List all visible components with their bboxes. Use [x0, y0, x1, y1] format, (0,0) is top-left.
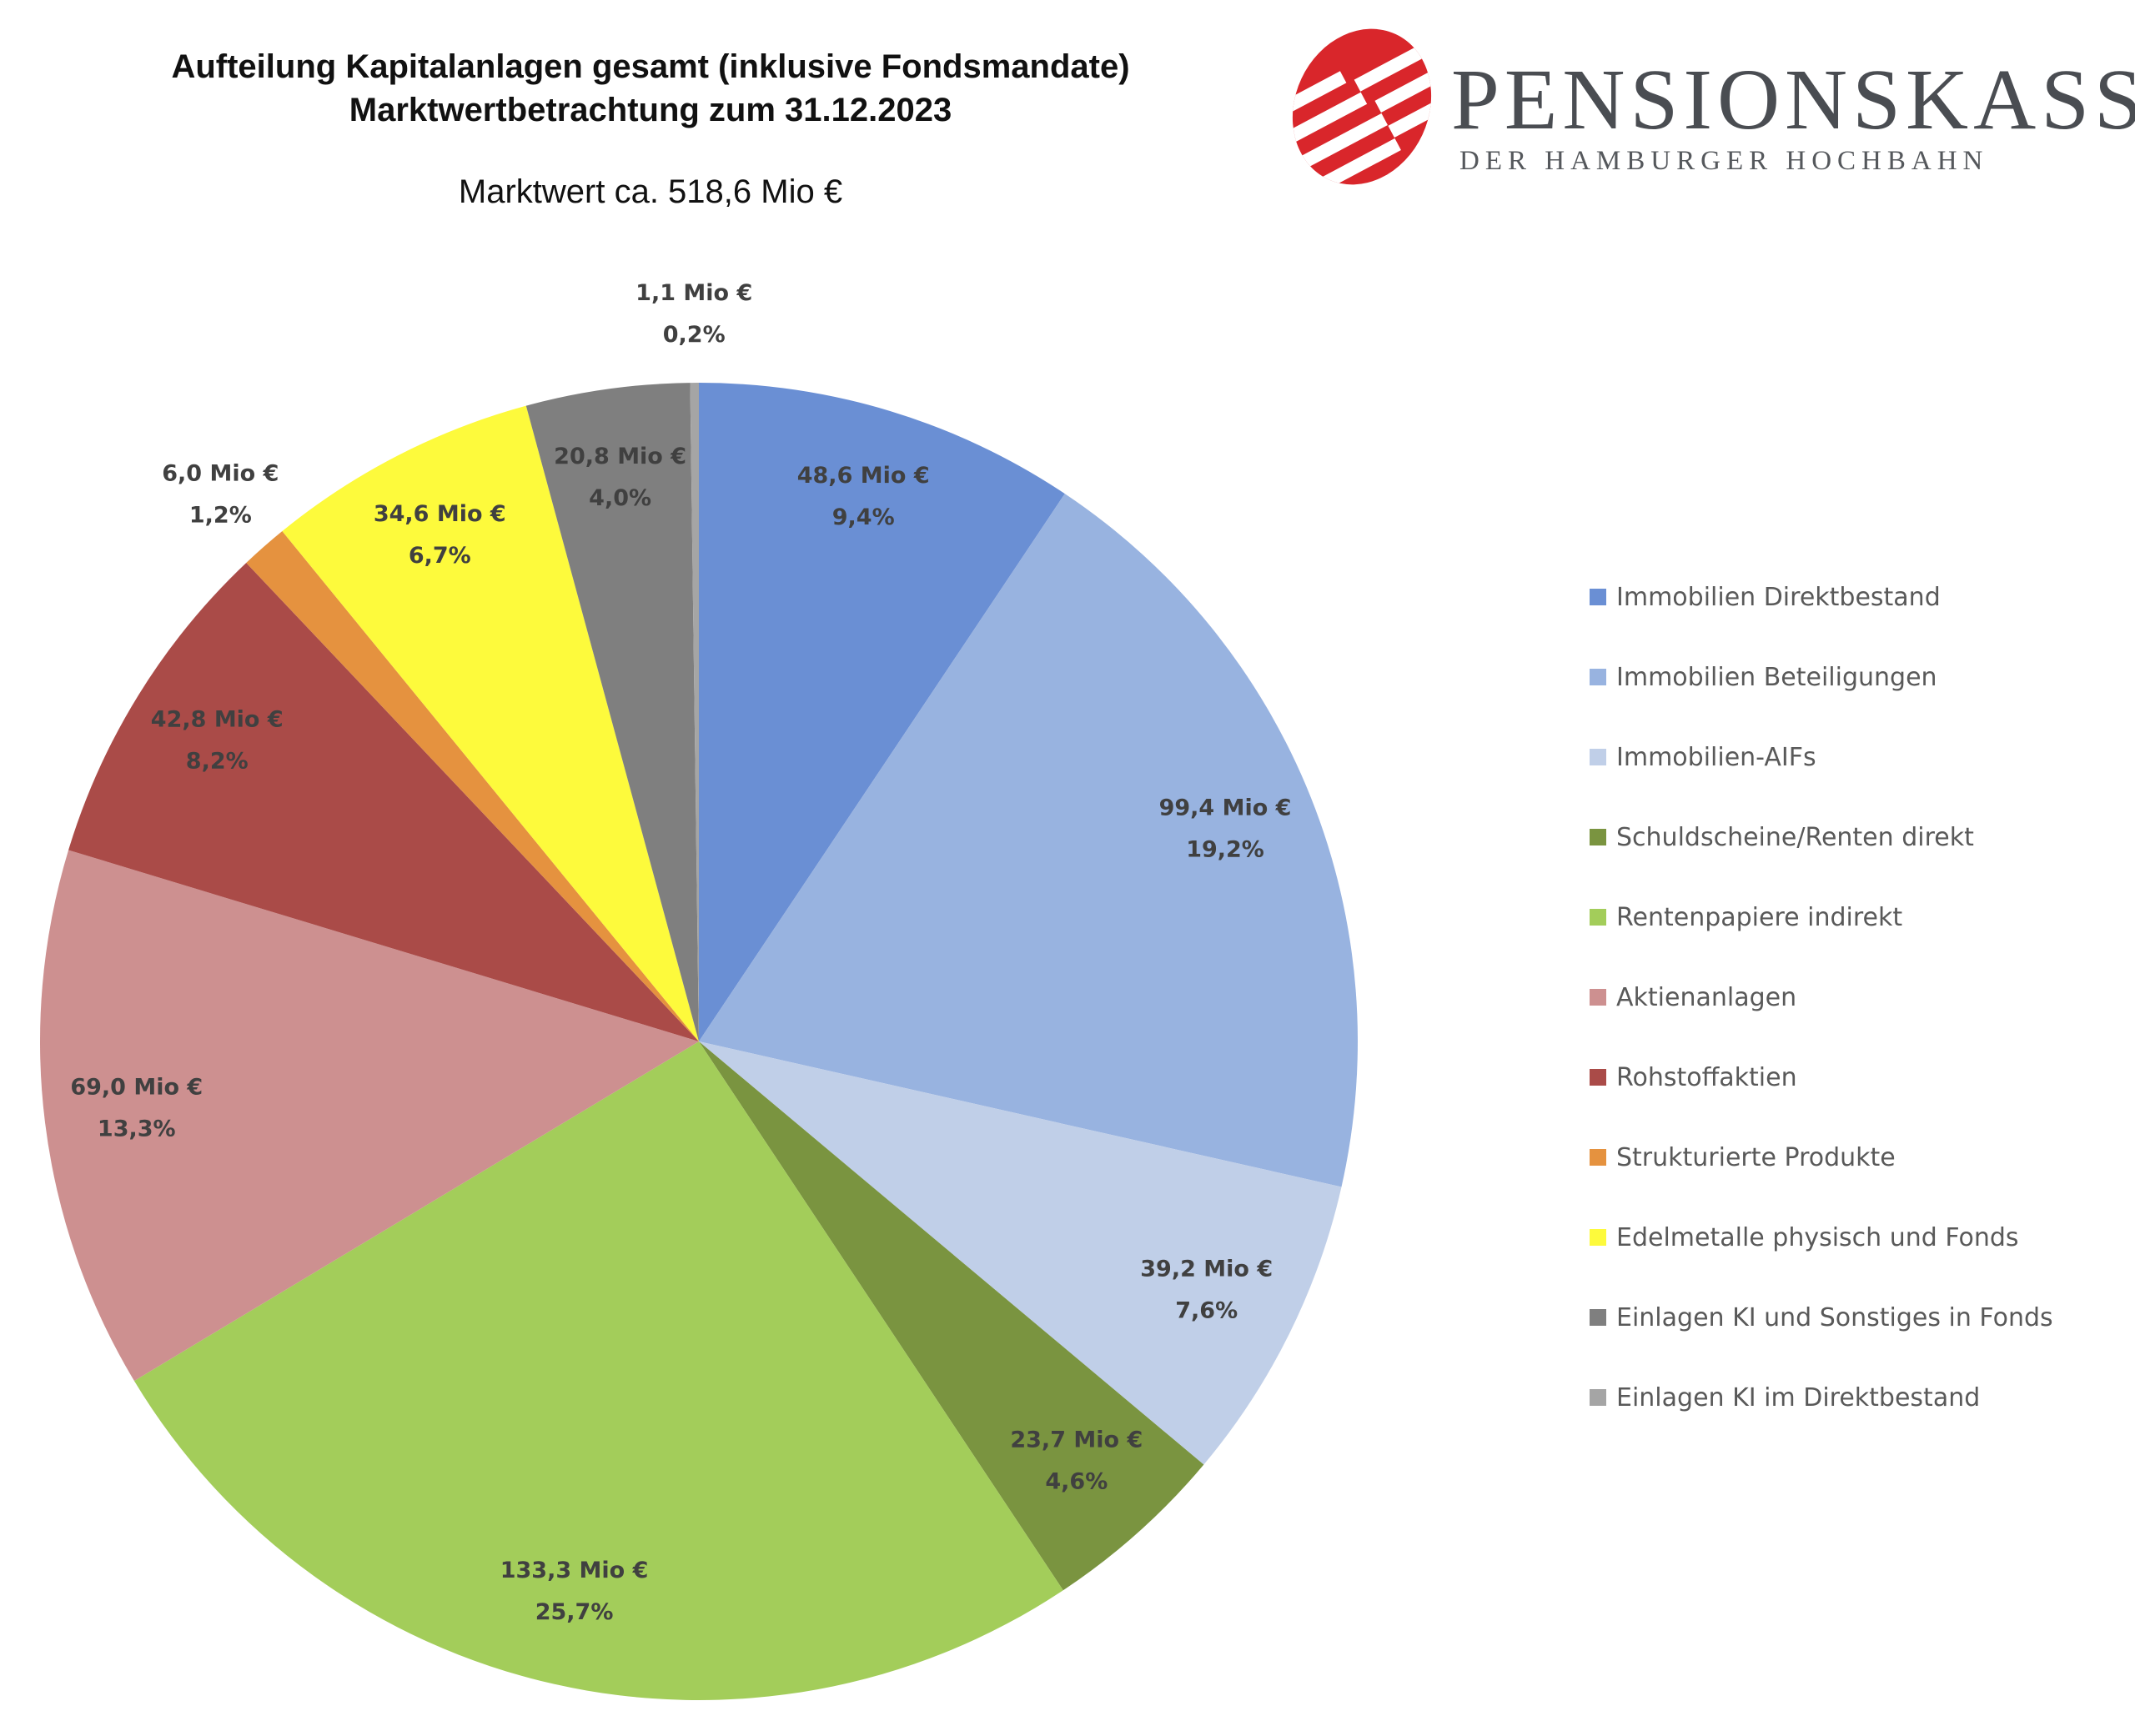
pie-slice [699, 1041, 1204, 1591]
pie-slice [246, 531, 699, 1041]
data-label-percent: 4,0% [589, 485, 651, 511]
pie-slice [133, 1041, 1063, 1700]
pie-slice [68, 562, 699, 1041]
legend-label: Schuldscheine/Renten direkt [1616, 823, 1974, 852]
data-label-percent: 0,2% [663, 322, 726, 348]
data-label-value: 99,4 Mio € [1159, 795, 1292, 820]
legend-label: Einlagen KI im Direktbestand [1616, 1383, 1980, 1412]
market-value-total: Marktwert ca. 518,6 Mio € [458, 173, 843, 210]
logo-emblem-icon [1273, 17, 1457, 200]
pie-slice [699, 383, 1065, 1041]
legend-swatch [1590, 669, 1606, 685]
legend-swatch [1590, 1389, 1606, 1406]
legend-swatch [1590, 989, 1606, 1006]
legend-label: Einlagen KI und Sonstiges in Fonds [1616, 1303, 2053, 1332]
pie-slice [699, 1041, 1342, 1465]
chart-subtitle-date: Marktwertbetrachtung zum 31.12.2023 [349, 92, 952, 128]
legend-label: Strukturierte Produkte [1616, 1143, 1896, 1172]
data-label-value: 48,6 Mio € [797, 463, 930, 489]
legend-swatch [1590, 1149, 1606, 1166]
data-label-percent: 25,7% [535, 1599, 614, 1625]
legend-label: Aktienanlagen [1616, 983, 1796, 1012]
data-label-percent: 9,4% [832, 504, 895, 530]
data-label-percent: 4,6% [1045, 1468, 1108, 1494]
legend-swatch [1590, 1069, 1606, 1086]
data-label-percent: 19,2% [1186, 836, 1264, 862]
data-label-percent: 6,7% [409, 543, 471, 569]
legend-label: Immobilien-AIFs [1616, 743, 1816, 772]
data-label-value: 133,3 Mio € [500, 1558, 649, 1583]
data-label-value: 20,8 Mio € [554, 444, 686, 469]
legend-label: Immobilien Beteiligungen [1616, 663, 1937, 692]
legend-label: Rohstoffaktien [1616, 1063, 1797, 1092]
data-label-value: 69,0 Mio € [70, 1075, 203, 1101]
pie-slice [699, 494, 1359, 1187]
legend-swatch [1590, 1229, 1606, 1246]
data-label-percent: 13,3% [98, 1116, 176, 1142]
pie-slice [282, 405, 699, 1041]
data-label-percent: 7,6% [1175, 1298, 1238, 1324]
legend-label: Immobilien Direktbestand [1616, 583, 1941, 612]
data-label-value: 1,1 Mio € [635, 280, 752, 306]
chart-title: Aufteilung Kapitalanlagen gesamt (inklus… [171, 48, 1130, 85]
data-label-percent: 1,2% [189, 502, 252, 528]
data-label-value: 23,7 Mio € [1010, 1427, 1143, 1453]
data-label-value: 6,0 Mio € [162, 460, 279, 486]
legend-swatch [1590, 749, 1606, 765]
pie-slice [690, 383, 699, 1041]
legend-label: Rentenpapiere indirekt [1616, 903, 1902, 932]
data-label-value: 34,6 Mio € [374, 501, 506, 527]
legend-swatch [1590, 909, 1606, 926]
legend-label: Edelmetalle physisch und Fonds [1616, 1223, 2019, 1252]
pie-slice [39, 850, 699, 1382]
logo-tagline: DER HAMBURGER HOCHBAHN [1459, 146, 1989, 176]
legend-swatch [1590, 829, 1606, 845]
data-label-percent: 8,2% [186, 749, 249, 775]
legend-swatch [1590, 1309, 1606, 1326]
data-label-value: 42,8 Mio € [151, 707, 284, 733]
pie-slice [525, 383, 699, 1041]
legend-swatch [1590, 589, 1606, 605]
data-label-value: 39,2 Mio € [1140, 1257, 1273, 1282]
logo-name: PENSIONSKASSE [1451, 52, 2135, 148]
